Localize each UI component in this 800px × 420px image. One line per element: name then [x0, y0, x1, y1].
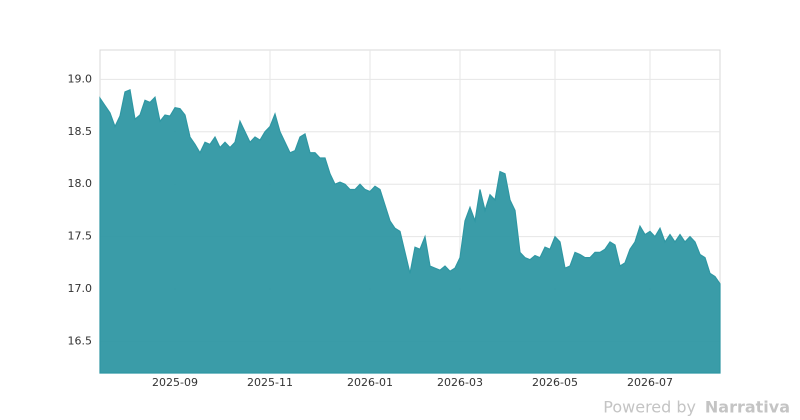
y-tick-label: 18.0 [68, 177, 93, 190]
y-tick-label: 19.0 [68, 72, 93, 85]
x-tick-label: 2025-09 [152, 376, 198, 389]
marks [99, 89, 721, 374]
x-tick-label: 2026-01 [347, 376, 393, 389]
y-tick-label: 18.5 [68, 125, 93, 138]
brand-prefix: Powered by [603, 398, 696, 417]
y-tick-label: 17.5 [68, 230, 93, 243]
y-tick-label: 16.5 [68, 335, 93, 348]
x-tick-label: 2026-05 [532, 376, 578, 389]
y-tick-label: 17.0 [68, 282, 93, 295]
brand-name: Narrativa [705, 398, 790, 417]
x-tick-label: 2026-03 [437, 376, 483, 389]
x-tick-label: 2025-11 [247, 376, 293, 389]
x-tick-label: 2026-07 [627, 376, 673, 389]
area [99, 89, 721, 374]
labels: 16.5 17.0 17.5 18.0 18.5 19.0 2025-09 2025-11 20… [68, 72, 673, 389]
